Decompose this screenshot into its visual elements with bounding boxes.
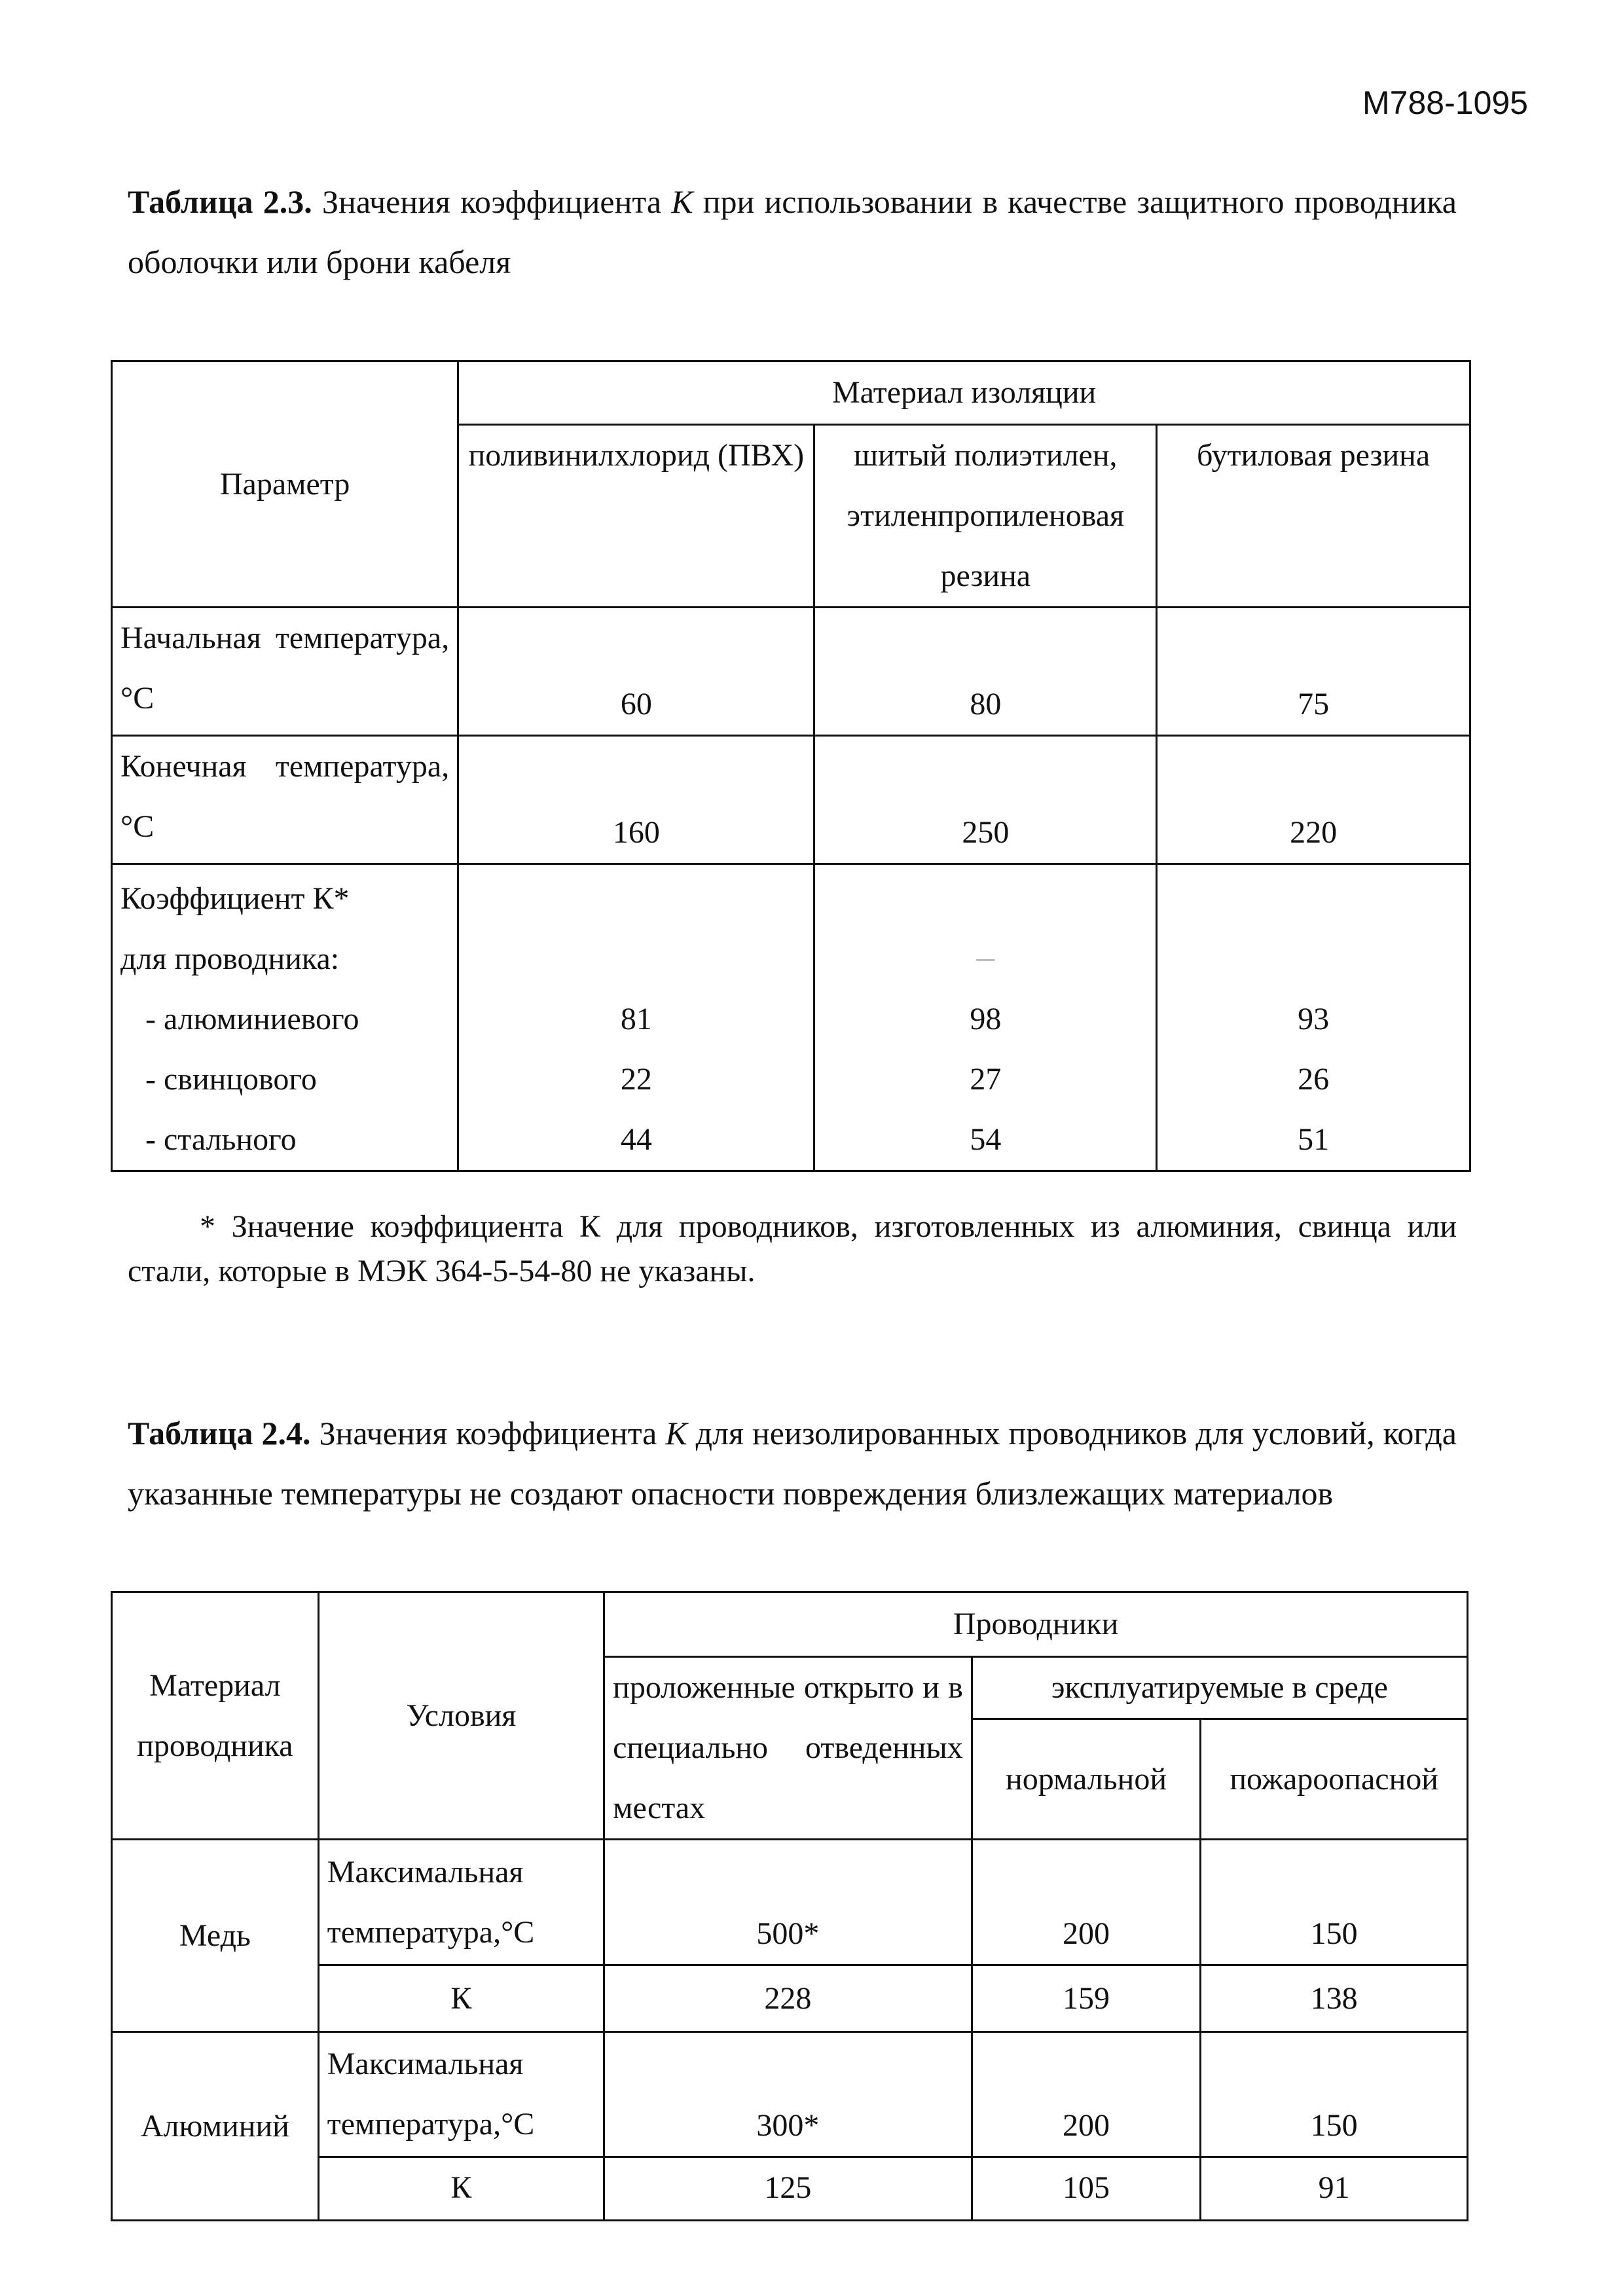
- caption-label: Таблица 2.3.: [128, 183, 312, 220]
- fire-hazard-header: пожароопасной: [1199, 1718, 1468, 1840]
- caption-text: Значения коэффициента: [319, 1415, 666, 1451]
- condition-label: Максимальная температура,°С: [317, 2031, 606, 2158]
- cell: 54: [970, 1122, 1002, 1157]
- caption-text: при использовании в качестве защитного п…: [128, 183, 1457, 280]
- conditions-header: Условия: [317, 1591, 606, 1840]
- row-label: Конечная температура, °С: [110, 735, 460, 865]
- cell: 159: [970, 1964, 1202, 2033]
- sub-row-label: - свинцового: [145, 1062, 317, 1097]
- dash: —: [976, 949, 995, 969]
- cell: 93: [1298, 1002, 1330, 1036]
- row-label: для проводника:: [120, 941, 340, 976]
- cell: 26: [1298, 1062, 1330, 1097]
- cell: 300*: [603, 2031, 973, 2158]
- sub-row-label: - стального: [145, 1122, 297, 1157]
- cell: 80: [813, 606, 1158, 737]
- caption-text: для неизолированных проводников для усло…: [128, 1415, 1457, 1512]
- cell: 81: [620, 1002, 652, 1036]
- condition-label: К: [317, 1964, 606, 2033]
- table-2-4-caption: Таблица 2.4. Значения коэффициента К для…: [128, 1403, 1457, 1523]
- cell: 138: [1199, 1964, 1468, 2033]
- group-header: Материал изоляции: [457, 360, 1471, 426]
- caption-symbol: К: [665, 1415, 687, 1451]
- cell: 91: [1199, 2156, 1468, 2221]
- document-code: М788-1095: [1362, 84, 1528, 121]
- cell: 44: [620, 1122, 652, 1157]
- group-header: Проводники: [603, 1591, 1468, 1658]
- cell: 125: [603, 2156, 973, 2221]
- normal-header: нормальной: [970, 1718, 1202, 1840]
- material-name: Алюминий: [111, 2031, 319, 2221]
- cell: 160: [457, 735, 816, 865]
- cell: 27: [970, 1062, 1002, 1097]
- environment-header: эксплуатируемые в среде: [970, 1656, 1469, 1720]
- cell: 75: [1156, 606, 1471, 737]
- condition-label: Максимальная температура,°С: [317, 1838, 606, 1966]
- table-2-4: Материал проводника Условия Проводники п…: [111, 1591, 1469, 2221]
- cell: 200: [970, 1838, 1202, 1966]
- sub-row-label: - алюминиевого: [145, 1002, 359, 1036]
- footnote: * Значение коэффициента К для проводнико…: [128, 1209, 1457, 1288]
- caption-symbol: К: [671, 183, 693, 220]
- open-header: проложенные открыто и в специально отвед…: [603, 1656, 973, 1840]
- cell: 51: [1298, 1122, 1330, 1157]
- cell: 150: [1199, 2031, 1468, 2158]
- cell: 22: [620, 1062, 652, 1097]
- cell: 200: [970, 2031, 1202, 2158]
- material-name: Медь: [111, 1838, 319, 2033]
- material-header: Материал проводника: [111, 1591, 319, 1840]
- cell: 220: [1156, 735, 1471, 865]
- table-2-3: Параметр Материал изоляции поливинилхлор…: [110, 360, 1471, 1172]
- row-label: Коэффициент К*: [120, 881, 350, 916]
- condition-label: К: [317, 2156, 606, 2221]
- cell: 500*: [603, 1838, 973, 1966]
- param-header: Параметр: [110, 360, 460, 608]
- column-header: бутиловая резина: [1156, 424, 1471, 608]
- column-header: шитый полиэтилен, этиленпропиленовая рез…: [813, 424, 1158, 608]
- cell: 60: [457, 606, 816, 737]
- cell: 98: [970, 1002, 1002, 1036]
- column-header: поливинилхлорид (ПВХ): [457, 424, 816, 608]
- caption-label: Таблица 2.4.: [128, 1415, 311, 1451]
- cell: 250: [813, 735, 1158, 865]
- cell: 105: [970, 2156, 1202, 2221]
- cell: 228: [603, 1964, 973, 2033]
- table-2-3-caption: Таблица 2.3. Значения коэффициента К при…: [128, 172, 1457, 292]
- cell: 150: [1199, 1838, 1468, 1966]
- caption-text: Значения коэффициента: [322, 183, 672, 220]
- row-label: Начальная температура, °С: [110, 606, 460, 737]
